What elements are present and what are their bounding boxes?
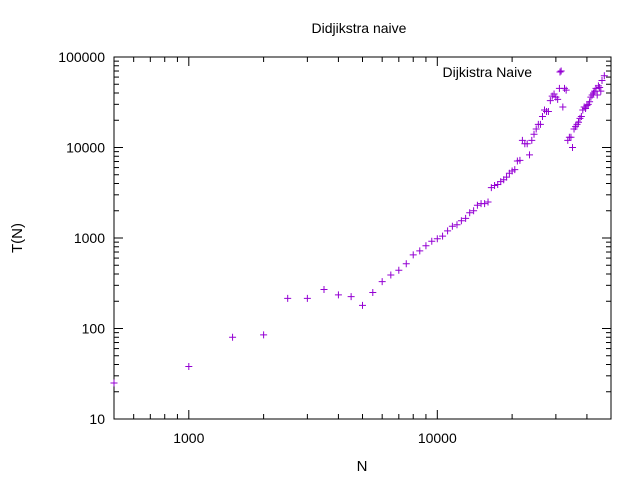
data-point xyxy=(593,91,601,99)
data-point xyxy=(481,200,489,208)
data-point xyxy=(536,120,544,128)
data-point xyxy=(586,98,594,106)
data-point xyxy=(532,125,540,133)
data-point xyxy=(559,103,567,111)
x-tick-label: 1000 xyxy=(173,430,204,446)
data-point xyxy=(583,102,591,110)
data-point xyxy=(466,209,474,217)
data-point xyxy=(422,242,430,250)
legend-marker-symbol xyxy=(556,68,564,76)
data-point xyxy=(530,130,538,138)
data-point xyxy=(546,97,554,105)
data-point xyxy=(554,95,562,103)
data-point xyxy=(567,133,575,141)
legend-marker xyxy=(556,68,564,76)
data-point xyxy=(439,232,447,240)
y-axis-ticks: 10 100 1000 10000 100000 xyxy=(58,49,611,427)
y-tick-label: 100 xyxy=(82,321,106,337)
chart-title: Didjikstra naive xyxy=(312,20,407,36)
data-point xyxy=(416,247,424,255)
y-tick-label: 100000 xyxy=(58,49,105,65)
y-axis-label: T(N) xyxy=(9,223,26,253)
data-point xyxy=(511,166,519,174)
x-tick-label: 10000 xyxy=(418,430,457,446)
data-point xyxy=(576,114,584,122)
data-point xyxy=(600,72,608,80)
data-point xyxy=(561,84,569,92)
data-point xyxy=(334,291,342,299)
data-point xyxy=(444,227,452,235)
data-point xyxy=(562,86,570,94)
data-point xyxy=(494,181,502,189)
data-point xyxy=(577,113,585,121)
data-point xyxy=(409,251,417,259)
data-point xyxy=(448,222,456,230)
data-point xyxy=(491,182,499,190)
data-point xyxy=(484,198,492,206)
data-point xyxy=(538,113,546,121)
data-point xyxy=(453,221,461,229)
data-point xyxy=(320,285,328,293)
data-point xyxy=(557,67,565,75)
data-point xyxy=(503,173,511,181)
data-point xyxy=(457,217,465,225)
data-point xyxy=(497,178,505,186)
data-point xyxy=(544,107,552,115)
data-point xyxy=(564,136,572,144)
data-point xyxy=(569,144,577,151)
data-point xyxy=(550,90,558,98)
legend-label: Dijkistra Naive xyxy=(443,64,533,80)
data-point xyxy=(284,294,292,302)
data-point xyxy=(428,237,436,245)
data-point xyxy=(347,293,355,301)
data-point xyxy=(433,235,441,243)
data-point xyxy=(597,87,605,95)
data-point xyxy=(402,260,410,268)
data-point xyxy=(395,266,403,274)
data-point xyxy=(470,207,478,215)
data-point xyxy=(369,288,377,296)
data-point xyxy=(594,82,602,90)
data-point xyxy=(260,331,268,339)
data-point xyxy=(516,156,524,164)
data-point xyxy=(523,140,531,148)
data-point xyxy=(378,278,386,286)
scatter-points xyxy=(110,67,608,387)
data-point xyxy=(528,136,536,144)
x-axis-ticks: 1000 10000 xyxy=(133,57,588,446)
y-tick-label: 10000 xyxy=(66,140,105,156)
y-tick-label: 10 xyxy=(89,411,105,427)
data-point xyxy=(526,151,534,159)
data-point xyxy=(575,118,583,126)
data-point xyxy=(185,363,193,371)
data-point xyxy=(598,76,606,84)
data-point xyxy=(110,379,118,387)
data-point xyxy=(359,301,366,309)
data-point xyxy=(229,333,237,341)
data-point xyxy=(387,271,395,279)
x-axis-label: N xyxy=(357,458,368,475)
data-point xyxy=(596,84,604,92)
data-point xyxy=(462,214,470,222)
data-point xyxy=(303,294,311,302)
data-point xyxy=(473,201,481,209)
y-tick-label: 1000 xyxy=(74,230,105,246)
